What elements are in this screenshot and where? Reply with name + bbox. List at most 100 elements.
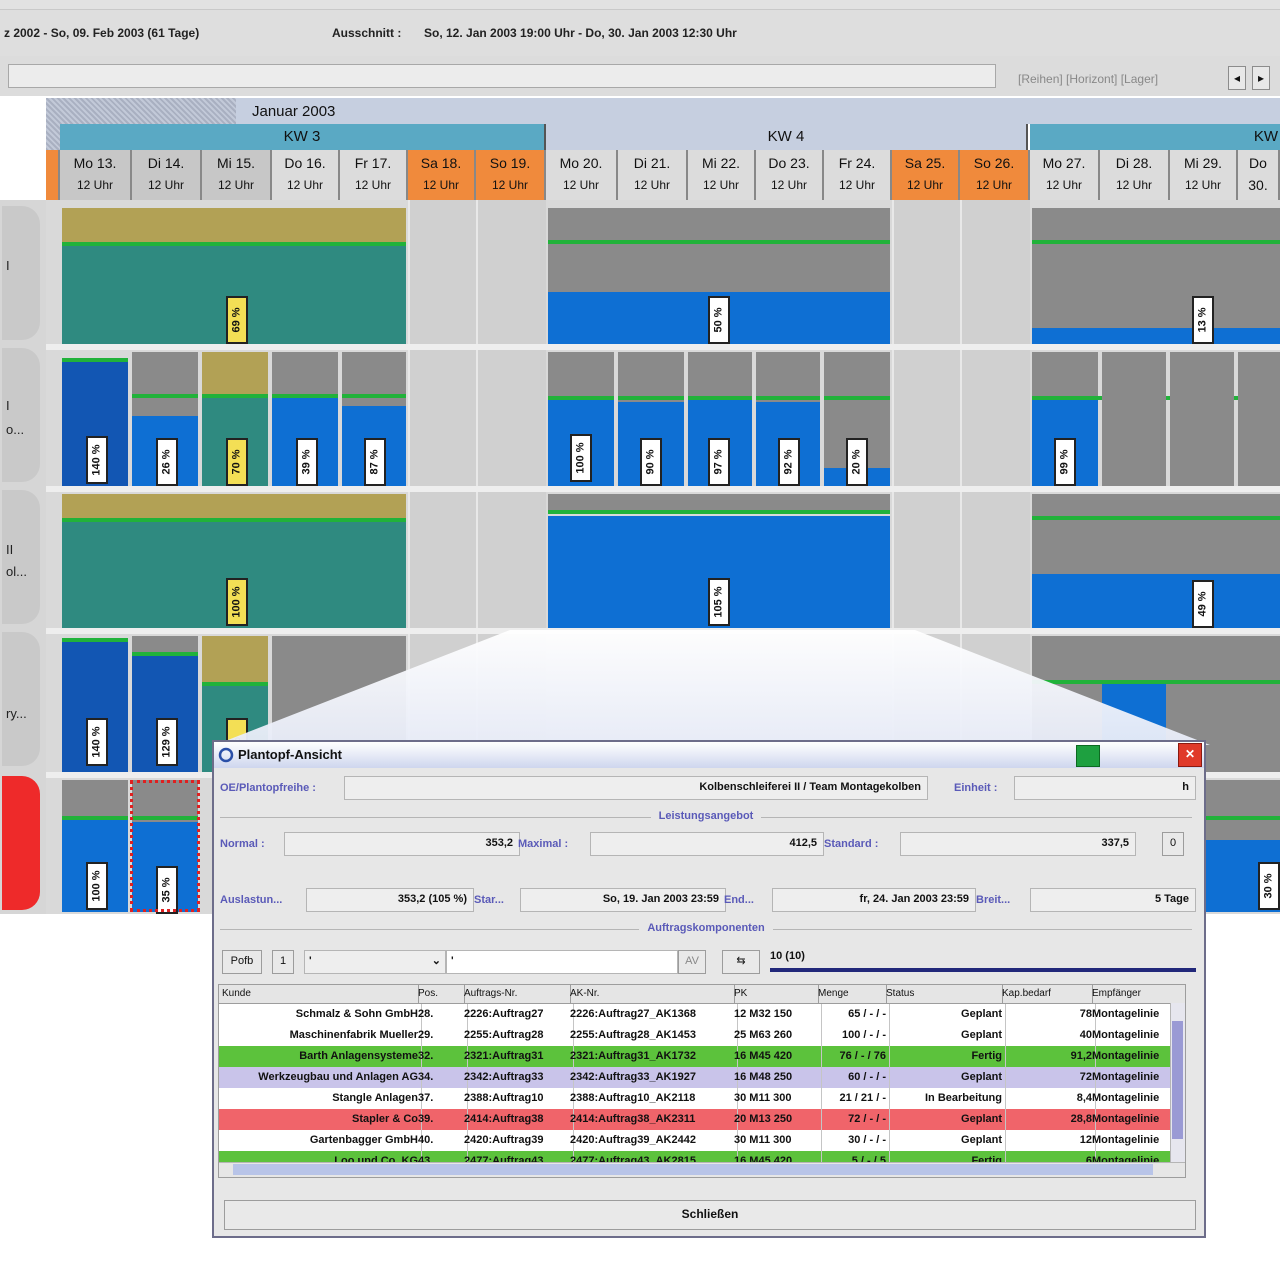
capacity-line-r2-fr24 [824,396,890,400]
col-pos[interactable]: Pos. [415,985,465,1003]
load-badge-r2-fr17: 87 % [364,438,386,486]
table-vscrollbar[interactable] [1170,1003,1185,1177]
end-field[interactable]: fr, 24. Jan 2003 23:59 [772,888,976,912]
oe-field[interactable]: Kolbenschleiferei II / Team Montagekolbe… [344,776,928,800]
table-row[interactable]: Werkzeugbau und Anlagen AG 34. 2342:Auftra… [219,1067,1185,1089]
day-header-3[interactable]: Do 16. 12 Uhr [272,150,340,200]
cell-menge: 30 / - / - [815,1130,890,1151]
swap-button[interactable]: ⇆ [722,950,760,974]
standard-field[interactable]: 337,5 [900,832,1136,856]
capacity-line-r1-kw5 [1032,240,1280,244]
bar-r4-mi15-max [202,636,268,684]
day-header-17[interactable]: Do 30.12 [1238,150,1280,214]
normal-field[interactable]: 353,2 [284,832,520,856]
cell-kunde: Stangle Anlagen [219,1088,422,1109]
cell-pk: 20 M13 250 [731,1109,822,1130]
cell-status: In Bearbeitung [883,1088,1006,1109]
col-auftrag[interactable]: Auftrags-Nr. [461,985,571,1003]
day-header-2[interactable]: Mi 15. 12 Uhr [202,150,272,200]
width-field[interactable]: 5 Tage [1030,888,1196,912]
planning-range: z 2002 - So, 09. Feb 2003 (61 Tage) [4,26,200,40]
filter-button[interactable]: Pofb [222,950,262,974]
day-header-16[interactable]: Mi 29. 12 Uhr [1170,150,1238,200]
col-pk[interactable]: PK [731,985,819,1003]
day-time: 12 Uhr [975,178,1013,192]
page-button[interactable]: 1 [272,950,294,974]
max-field[interactable]: 412,5 [590,832,824,856]
day-header-11[interactable]: Fr 24. 12 Uhr [824,150,892,200]
table-hscroll-thumb[interactable] [233,1164,1153,1175]
day-header-13[interactable]: So 26. 12 Uhr [960,150,1030,200]
table-hscrollbar[interactable] [219,1162,1185,1177]
close-button[interactable]: Schließen [224,1200,1196,1230]
col-kunde[interactable]: Kunde [219,985,419,1003]
col-menge[interactable]: Menge [815,985,887,1003]
unit-field[interactable]: h [1014,776,1196,800]
cell-status: Geplant [883,1130,1006,1151]
top-strip [0,0,1280,10]
table-row[interactable]: Barth Anlagensysteme 32. 2321:Auftrag31 232… [219,1046,1185,1068]
day-header-7[interactable]: Mo 20. 12 Uhr [546,150,618,200]
day-header-15[interactable]: Di 28. 12 Uhr [1100,150,1170,200]
day-name: Di 21. [633,155,671,171]
table-header: Kunde Pos. Auftrags-Nr. AK-Nr. PK Menge … [219,985,1185,1004]
table-row[interactable]: Maschinenfabrik Mueller 29. 2255:Auftrag28… [219,1025,1185,1047]
day-header-6[interactable]: So 19. 12 Uhr [476,150,546,200]
capacity-line-r2-mi15 [202,394,268,398]
view-links[interactable]: [Reihen] [Horizont] [Lager] [1018,72,1159,86]
row-label-5-selected[interactable] [2,776,40,910]
filter-select[interactable]: ' ⌄ [304,950,446,974]
cell-auftrag: 2388:Auftrag10 [461,1088,574,1109]
cell-menge: 100 / - / - [815,1025,890,1046]
day-name: Fr 17. [354,155,392,171]
cell-status: Geplant [883,1004,1006,1025]
filter-field[interactable] [8,64,996,88]
day-header-9[interactable]: Mi 22. 12 Uhr [688,150,756,200]
start-label: Star... [474,894,504,906]
day-header-10[interactable]: Do 23. 12 Uhr [756,150,824,200]
cell-kunde: Schmalz & Sohn GmbH [219,1004,422,1025]
day-header-5[interactable]: Sa 18. 12 Uhr [408,150,476,200]
scroll-right-button[interactable]: ▸ [1252,66,1270,90]
day-header-0[interactable]: Mo 13. 12 Uhr [60,150,132,200]
cell-ak: 2255:Auftrag28_AK1453 [567,1025,738,1046]
start-field[interactable]: So, 19. Jan 2003 23:59 [520,888,726,912]
av-button[interactable]: AV [678,950,706,974]
refresh-icon[interactable] [1076,745,1100,767]
table-row[interactable]: Stapler & Co 39. 2414:Auftrag38 2414:Auftra… [219,1109,1185,1131]
load-badge-r3-kw4: 105 % [708,578,730,626]
col-ak[interactable]: AK-Nr. [567,985,735,1003]
week-5-header: KW [1030,124,1280,150]
bar-r1-kw5-load [1032,328,1280,344]
table-row[interactable]: Stangle Anlagen 37. 2388:Auftrag10 2388:Auf… [219,1088,1185,1110]
cell-pos: 28. [415,1004,468,1025]
day-time: 12 Uhr [354,178,392,192]
table-vscroll-thumb[interactable] [1172,1021,1183,1139]
day-header-4[interactable]: Fr 17. 12 Uhr [340,150,408,200]
week-3-header: KW 3 [60,124,546,150]
day-header-1[interactable]: Di 14. 12 Uhr [132,150,202,200]
utilization-field[interactable]: 353,2 (105 %) [306,888,474,912]
row-label-1[interactable]: I [2,206,40,340]
capacity-line-r3-kw3 [62,518,406,522]
row-label-4[interactable]: ry... [2,632,40,766]
col-status[interactable]: Status [883,985,1003,1003]
day-time: 12 Uhr [702,178,740,192]
col-kapbedarf[interactable]: Kap.bedarf [999,985,1093,1003]
cell-pos: 34. [415,1067,468,1088]
day-header-8[interactable]: Di 21. 12 Uhr [618,150,688,200]
scroll-left-button[interactable]: ◂ [1228,66,1246,90]
load-badge-r4-mo13: 140 % [86,718,108,766]
table-row[interactable]: Schmalz & Sohn GmbH 28. 2226:Auftrag27 2226… [219,1004,1185,1026]
row-label-3[interactable]: II ol... [2,490,40,624]
selected-cell-marker[interactable] [130,780,200,912]
info-button[interactable]: 0 [1162,832,1184,856]
day-time: 12 Uhr [633,178,671,192]
col-empfaenger[interactable]: Empfänger [1089,985,1185,1003]
day-header-12[interactable]: Sa 25. 12 Uhr [892,150,960,200]
table-row[interactable]: Gartenbagger GmbH 40. 2420:Auftrag39 2420:A… [219,1130,1185,1152]
search-combo[interactable]: '⌄ [446,950,678,974]
close-icon[interactable]: ✕ [1178,743,1202,767]
day-header-14[interactable]: Mo 27. 12 Uhr [1030,150,1100,200]
